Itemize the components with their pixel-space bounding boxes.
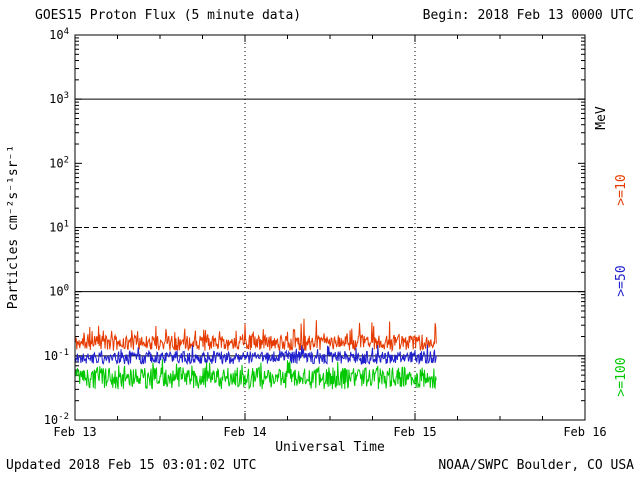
x-axis-label: Universal Time [275,440,385,455]
right-axis-unit-label: MeV [594,106,609,130]
begin-time-label: Begin: 2018 Feb 13 0000 UTC [422,8,634,23]
flux-series-line-1 [74,344,437,366]
flux-series-line-2 [74,359,437,390]
threshold-label-10: >=10 [614,174,629,206]
y-tick-label: 101 [49,220,69,235]
threshold-label-100: >=100 [614,357,629,397]
threshold-label-50: >=50 [614,265,629,297]
y-tick-label: 104 [49,27,69,42]
x-tick-label: Feb 14 [223,425,266,439]
y-tick-label: 102 [49,155,69,170]
credit-label: NOAA/SWPC Boulder, CO USA [438,458,634,473]
x-tick-label: Feb 13 [53,425,96,439]
chart-title: GOES15 Proton Flux (5 minute data) [35,8,302,23]
x-tick-label: Feb 15 [393,425,436,439]
updated-timestamp: Updated 2018 Feb 15 03:01:02 UTC [6,458,257,473]
y-tick-label: 100 [49,284,69,299]
x-tick-label: Feb 16 [563,425,606,439]
y-tick-label: 10-1 [44,348,69,363]
flux-series-line-0 [74,318,437,353]
y-tick-label: 10-2 [44,412,69,427]
y-tick-label: 103 [49,91,69,106]
y-axis-label: Particles cm⁻²s⁻¹sr⁻¹ [6,144,21,310]
